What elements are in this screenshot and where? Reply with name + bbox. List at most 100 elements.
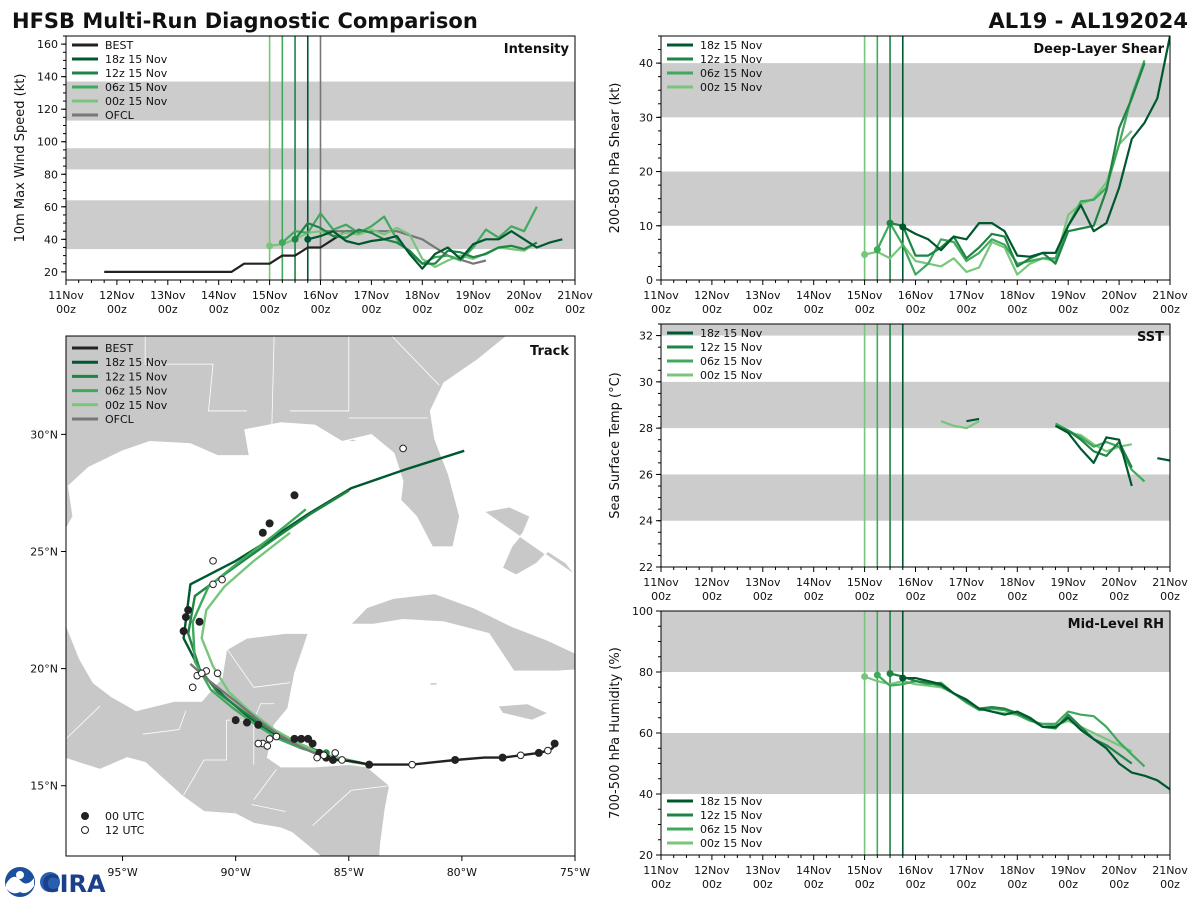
sst-xtick-label-hour: 00z [702, 590, 722, 603]
rh-ytick-label: 80 [639, 666, 653, 679]
rh-xtick-label-hour: 00z [702, 878, 722, 891]
track-marker-12utc [338, 756, 346, 764]
track-line-ofcl [189, 663, 320, 757]
track-xtick-label: 85°W [334, 866, 364, 879]
track-marker-00utc [290, 491, 299, 500]
sst-ytick-label: 32 [639, 330, 653, 343]
sst-xtick-label-hour: 00z [651, 590, 671, 603]
shear-legend-label-06z: 06z 15 Nov [700, 67, 763, 80]
shear-xtick-label-hour: 00z [957, 303, 977, 316]
rh-legend-label-06z: 06z 15 Nov [700, 823, 763, 836]
sst-band-2 [661, 324, 1170, 336]
rh-xtick-label-hour: 00z [753, 878, 773, 891]
intensity-xtick-label-hour: 00z [463, 303, 483, 316]
land-islet [346, 438, 358, 442]
shear-ytick-label: 40 [639, 57, 653, 70]
track-xtick-label: 75°W [560, 866, 590, 879]
intensity-xtick-label-date: 16Nov [303, 289, 339, 302]
rh-ytick-label: 40 [639, 788, 653, 801]
track-marker-00utc [265, 519, 274, 528]
track-legend-label-ofcl: OFCL [105, 413, 135, 426]
shear-legend-label-12z: 12z 15 Nov [700, 53, 763, 66]
shear-xtick-label-date: 12Nov [694, 289, 730, 302]
track-marker-00utc [308, 739, 317, 748]
track-ytick-label: 20°N [30, 663, 58, 676]
intensity-xtick-label-date: 15Nov [252, 289, 288, 302]
noaa-logo [5, 867, 35, 897]
intensity-xtick-label-hour: 00z [209, 303, 229, 316]
track-ytick-label: 30°N [30, 428, 58, 441]
intensity-start-point-06z [278, 239, 286, 247]
shear-panel: 11Nov00z12Nov00z13Nov00z14Nov00z15Nov00z… [608, 35, 1188, 316]
track-marker-legend-label: 12 UTC [105, 824, 145, 837]
track-marker-12utc [544, 746, 552, 755]
intensity-legend-label-best: BEST [105, 39, 133, 52]
shear-xtick-label-hour: 00z [1109, 303, 1129, 316]
intensity-legend-label-00z: 00z 15 Nov [105, 95, 168, 108]
sst-xtick-label-date: 18Nov [1000, 576, 1036, 589]
shear-start-point-18z [899, 223, 907, 231]
sst-xtick-label-date: 20Nov [1101, 576, 1137, 589]
rh-ytick-label: 60 [639, 727, 653, 740]
shear-start-point-00z [861, 251, 869, 259]
intensity-xtick-label-hour: 00z [514, 303, 534, 316]
rh-band-1 [661, 611, 1170, 672]
intensity-panel: 11Nov00z12Nov00z13Nov00z14Nov00z15Nov00z… [13, 35, 593, 316]
track-marker-12utc [331, 749, 340, 757]
shear-xtick-label-date: 15Nov [847, 289, 883, 302]
shear-xtick-label-date: 13Nov [745, 289, 781, 302]
intensity-start-point-12z [291, 235, 299, 243]
intensity-xtick-label-date: 20Nov [506, 289, 542, 302]
rh-title: Mid-Level RH [1068, 617, 1164, 632]
sst-xtick-label-date: 12Nov [694, 576, 730, 589]
rh-xtick-label-hour: 00z [1007, 878, 1027, 891]
sst-xtick-label-date: 21Nov [1152, 576, 1188, 589]
intensity-ylabel: 10m Max Wind Speed (kt) [13, 74, 28, 243]
rh-xtick-label-date: 12Nov [694, 864, 730, 877]
intensity-xtick-label-hour: 00z [260, 303, 280, 316]
shear-start-point-12z [886, 219, 894, 227]
track-marker-00utc [195, 617, 204, 626]
sst-legend-label-00z: 00z 15 Nov [700, 369, 763, 382]
land-north-america [66, 336, 508, 548]
intensity-legend-label-18z: 18z 15 Nov [105, 53, 168, 66]
intensity-start-point-00z [266, 242, 274, 250]
shear-ytick-label: 10 [639, 220, 653, 233]
shear-xtick-label-date: 11Nov [643, 289, 679, 302]
rh-xtick-label-date: 18Nov [1000, 864, 1036, 877]
intensity-ytick-label: 40 [44, 233, 58, 246]
sst-xtick-label-hour: 00z [804, 590, 824, 603]
shear-start-point-06z [873, 246, 881, 254]
shear-xtick-label-date: 14Nov [796, 289, 832, 302]
shear-ylabel: 200-850 hPa Shear (kt) [608, 83, 623, 234]
intensity-ytick-label: 100 [37, 136, 58, 149]
intensity-legend-label-06z: 06z 15 Nov [105, 81, 168, 94]
track-ytick-label: 15°N [30, 780, 58, 793]
intensity-ytick-label: 120 [37, 103, 58, 116]
track-marker-12utc [272, 732, 281, 741]
shear-xtick-label-hour: 00z [804, 303, 824, 316]
sst-ytick-label: 30 [639, 376, 653, 389]
rh-panel: 11Nov00z12Nov00z13Nov00z14Nov00z15Nov00z… [608, 605, 1188, 891]
shear-xtick-label-hour: 00z [651, 303, 671, 316]
track-legend-label-18z: 18z 15 Nov [105, 356, 168, 369]
track-xtick-label: 95°W [107, 866, 137, 879]
track-marker-12utc [320, 751, 328, 760]
noaa-logo-bird [16, 871, 24, 879]
shear-band-0 [661, 171, 1170, 226]
shear-xtick-label-date: 20Nov [1101, 289, 1137, 302]
sst-xtick-label-date: 15Nov [847, 576, 883, 589]
noaa-logo-wave [6, 876, 34, 894]
track-marker-legend-open [81, 826, 89, 834]
track-marker-00utc [258, 528, 267, 537]
rh-xtick-label-date: 16Nov [898, 864, 934, 877]
rh-xtick-label-hour: 00z [1160, 878, 1180, 891]
cira-logo: CIRA [40, 870, 106, 898]
sst-band-1 [661, 381, 1170, 429]
rh-series-18z [902, 677, 1170, 791]
rh-xtick-label-hour: 00z [957, 878, 977, 891]
rh-xtick-label-date: 21Nov [1152, 864, 1188, 877]
track-marker-12utc [254, 739, 263, 748]
shear-legend-label-18z: 18z 15 Nov [700, 39, 763, 52]
